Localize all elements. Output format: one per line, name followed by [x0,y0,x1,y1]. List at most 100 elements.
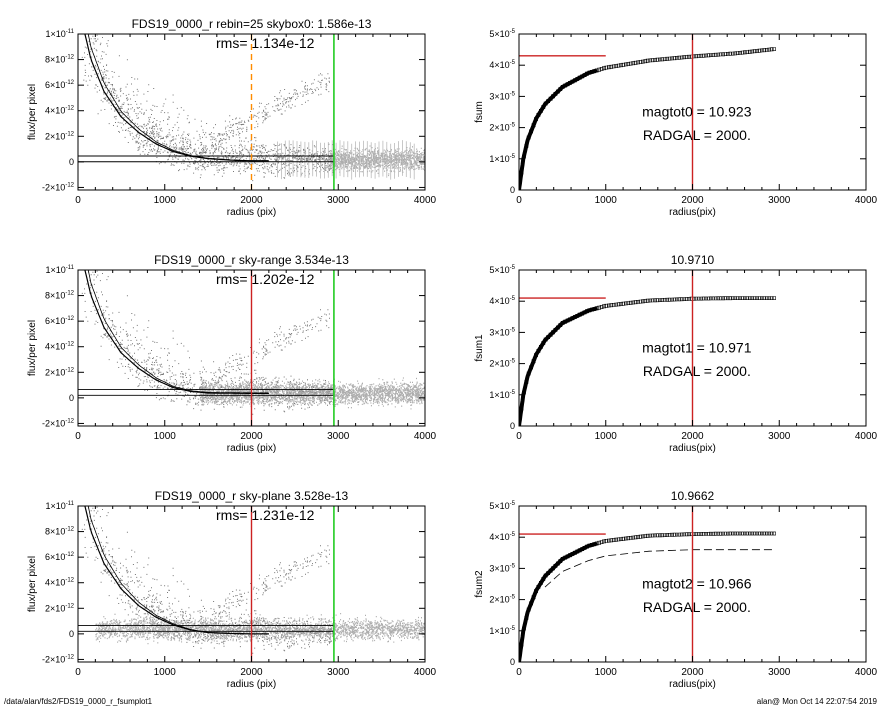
x-tick-label: 2000 [681,195,704,206]
plot-data [519,506,776,662]
rms-label: rms= 1.134e-12 [216,35,315,51]
mean-profile-curve [84,506,269,635]
y-axis-label: flux/per pixel [27,84,38,140]
y-tick-label: -2×10-12 [42,418,75,428]
sky-plane-curve [544,549,775,588]
y-tick-label: 4×10-12 [45,578,75,588]
y-tick-label: 1×10-5 [489,390,515,400]
y-tick-label: 4×10-5 [489,60,515,70]
panel-1: 0 1000 2000 3000 4000 1×10-11 8×10-12 6×10-12 4×… [27,17,437,218]
x-tick-label: 1000 [595,667,618,678]
magtot-label: magtot0 = 10.923 [642,104,752,120]
x-tick-label: 1000 [595,431,618,442]
x-tick-label: 0 [516,431,522,442]
x-tick-label: 1000 [595,195,618,206]
x-axis-label: radius(pix) [669,679,716,690]
y-tick-label: 2×10-5 [489,359,515,369]
y-tick-label: 8×10-12 [45,55,75,65]
x-tick-label: 2000 [240,667,263,678]
y-axis-label: fsum [474,101,485,123]
y-tick-label: 2×10-5 [489,123,515,133]
x-tick-label: 4000 [855,195,878,206]
plot-data [519,270,776,426]
panel-6: magtot2 = 10.966 RADGAL = 2000. 0 1000 2000 3… [474,489,878,690]
fsum-curve-dense [519,68,598,190]
x-tick-label: 4000 [855,431,878,442]
y-tick-label: -2×10-12 [42,654,75,664]
y-axis-label: fsum1 [474,334,485,362]
panel-2: magtot0 = 10.923 RADGAL = 2000. 0 1000 2000 3… [474,29,878,218]
y-tick-label: 8×10-12 [45,527,75,537]
y-tick-label: 2×10-12 [45,131,75,141]
x-tick-label: 3000 [327,195,350,206]
x-axis-label: radius(pix) [669,207,716,218]
y-tick-label: 6×10-12 [45,80,75,90]
x-tick-label: 1000 [154,667,177,678]
error-bars [277,140,415,180]
chart-title: FDS19_0000_r sky-range 3.534e-13 [154,253,349,267]
radgal-label: RADGAL = 2000. [643,127,751,143]
y-tick-label: 5×10-5 [489,501,515,511]
y-tick-label: 6×10-12 [45,552,75,562]
y-tick-label: 5×10-5 [489,265,515,275]
y-tick-label: 6×10-12 [45,316,75,326]
x-tick-label: 0 [75,195,81,206]
x-tick-label: 3000 [768,195,791,206]
y-tick-label: 1×10-11 [45,501,74,511]
x-tick-label: 0 [516,195,522,206]
scatter-points-dark [81,270,334,415]
chart-title: 10.9662 [671,489,715,503]
magtot-label: magtot2 = 10.966 [642,576,752,592]
y-tick-label: 5×10-5 [489,29,515,39]
x-tick-label: 3000 [768,667,791,678]
x-tick-label: 2000 [681,667,704,678]
scatter-points-light [95,612,425,645]
chart-title: FDS19_0000_r rebin=25 skybox0: 1.586e-13 [132,17,372,31]
y-tick-label: 3×10-5 [489,91,515,101]
rms-label: rms= 1.231e-12 [216,507,315,523]
fsum-points [519,531,776,662]
x-tick-label: 3000 [327,431,350,442]
y-tick-label: 1×10-11 [45,29,74,39]
y-tick-label: 3×10-5 [489,563,515,573]
y-tick-label: 8×10-12 [45,291,75,301]
y-tick-label: 2×10-12 [45,367,75,377]
y-tick-label: 4×10-12 [45,106,75,116]
mean-profile-curve-upper [87,34,268,162]
radgal-label: RADGAL = 2000. [643,599,751,615]
plot-data [78,34,425,190]
rms-label: rms= 1.202e-12 [216,271,315,287]
y-tick-label: 0 [510,185,515,195]
panel-4: magtot1 = 10.971 RADGAL = 2000. 0 1000 2000 3… [474,253,878,454]
y-tick-label: 0 [69,393,74,403]
x-tick-label: 3000 [327,667,350,678]
y-tick-label: 3×10-5 [489,327,515,337]
fsum-curve-dense [519,541,598,662]
radgal-label: RADGAL = 2000. [643,363,751,379]
mean-profile-curve [84,270,269,394]
x-axis-label: radius (pix) [227,443,276,454]
x-tick-label: 4000 [855,667,878,678]
y-tick-label: 0 [510,657,515,667]
x-tick-label: 1000 [154,431,177,442]
x-axis-label: radius (pix) [227,207,276,218]
magtot-label: magtot1 = 10.971 [642,340,752,356]
y-tick-label: 2×10-5 [489,595,515,605]
x-tick-label: 0 [516,667,522,678]
x-tick-label: 2000 [681,431,704,442]
y-tick-label: 1×10-11 [45,265,74,275]
x-tick-label: 4000 [414,431,437,442]
x-tick-label: 3000 [768,431,791,442]
chart-title: 10.9710 [671,253,715,267]
x-axis-label: radius(pix) [669,443,716,454]
y-tick-label: 0 [69,629,74,639]
x-axis-label: radius (pix) [227,679,276,690]
x-tick-label: 0 [75,431,81,442]
fsum-curve-dense [519,306,598,426]
y-axis-label: flux/per pixel [27,556,38,612]
fsum-points [519,296,776,426]
x-tick-label: 4000 [414,195,437,206]
mean-profile-curve-upper [87,270,268,394]
